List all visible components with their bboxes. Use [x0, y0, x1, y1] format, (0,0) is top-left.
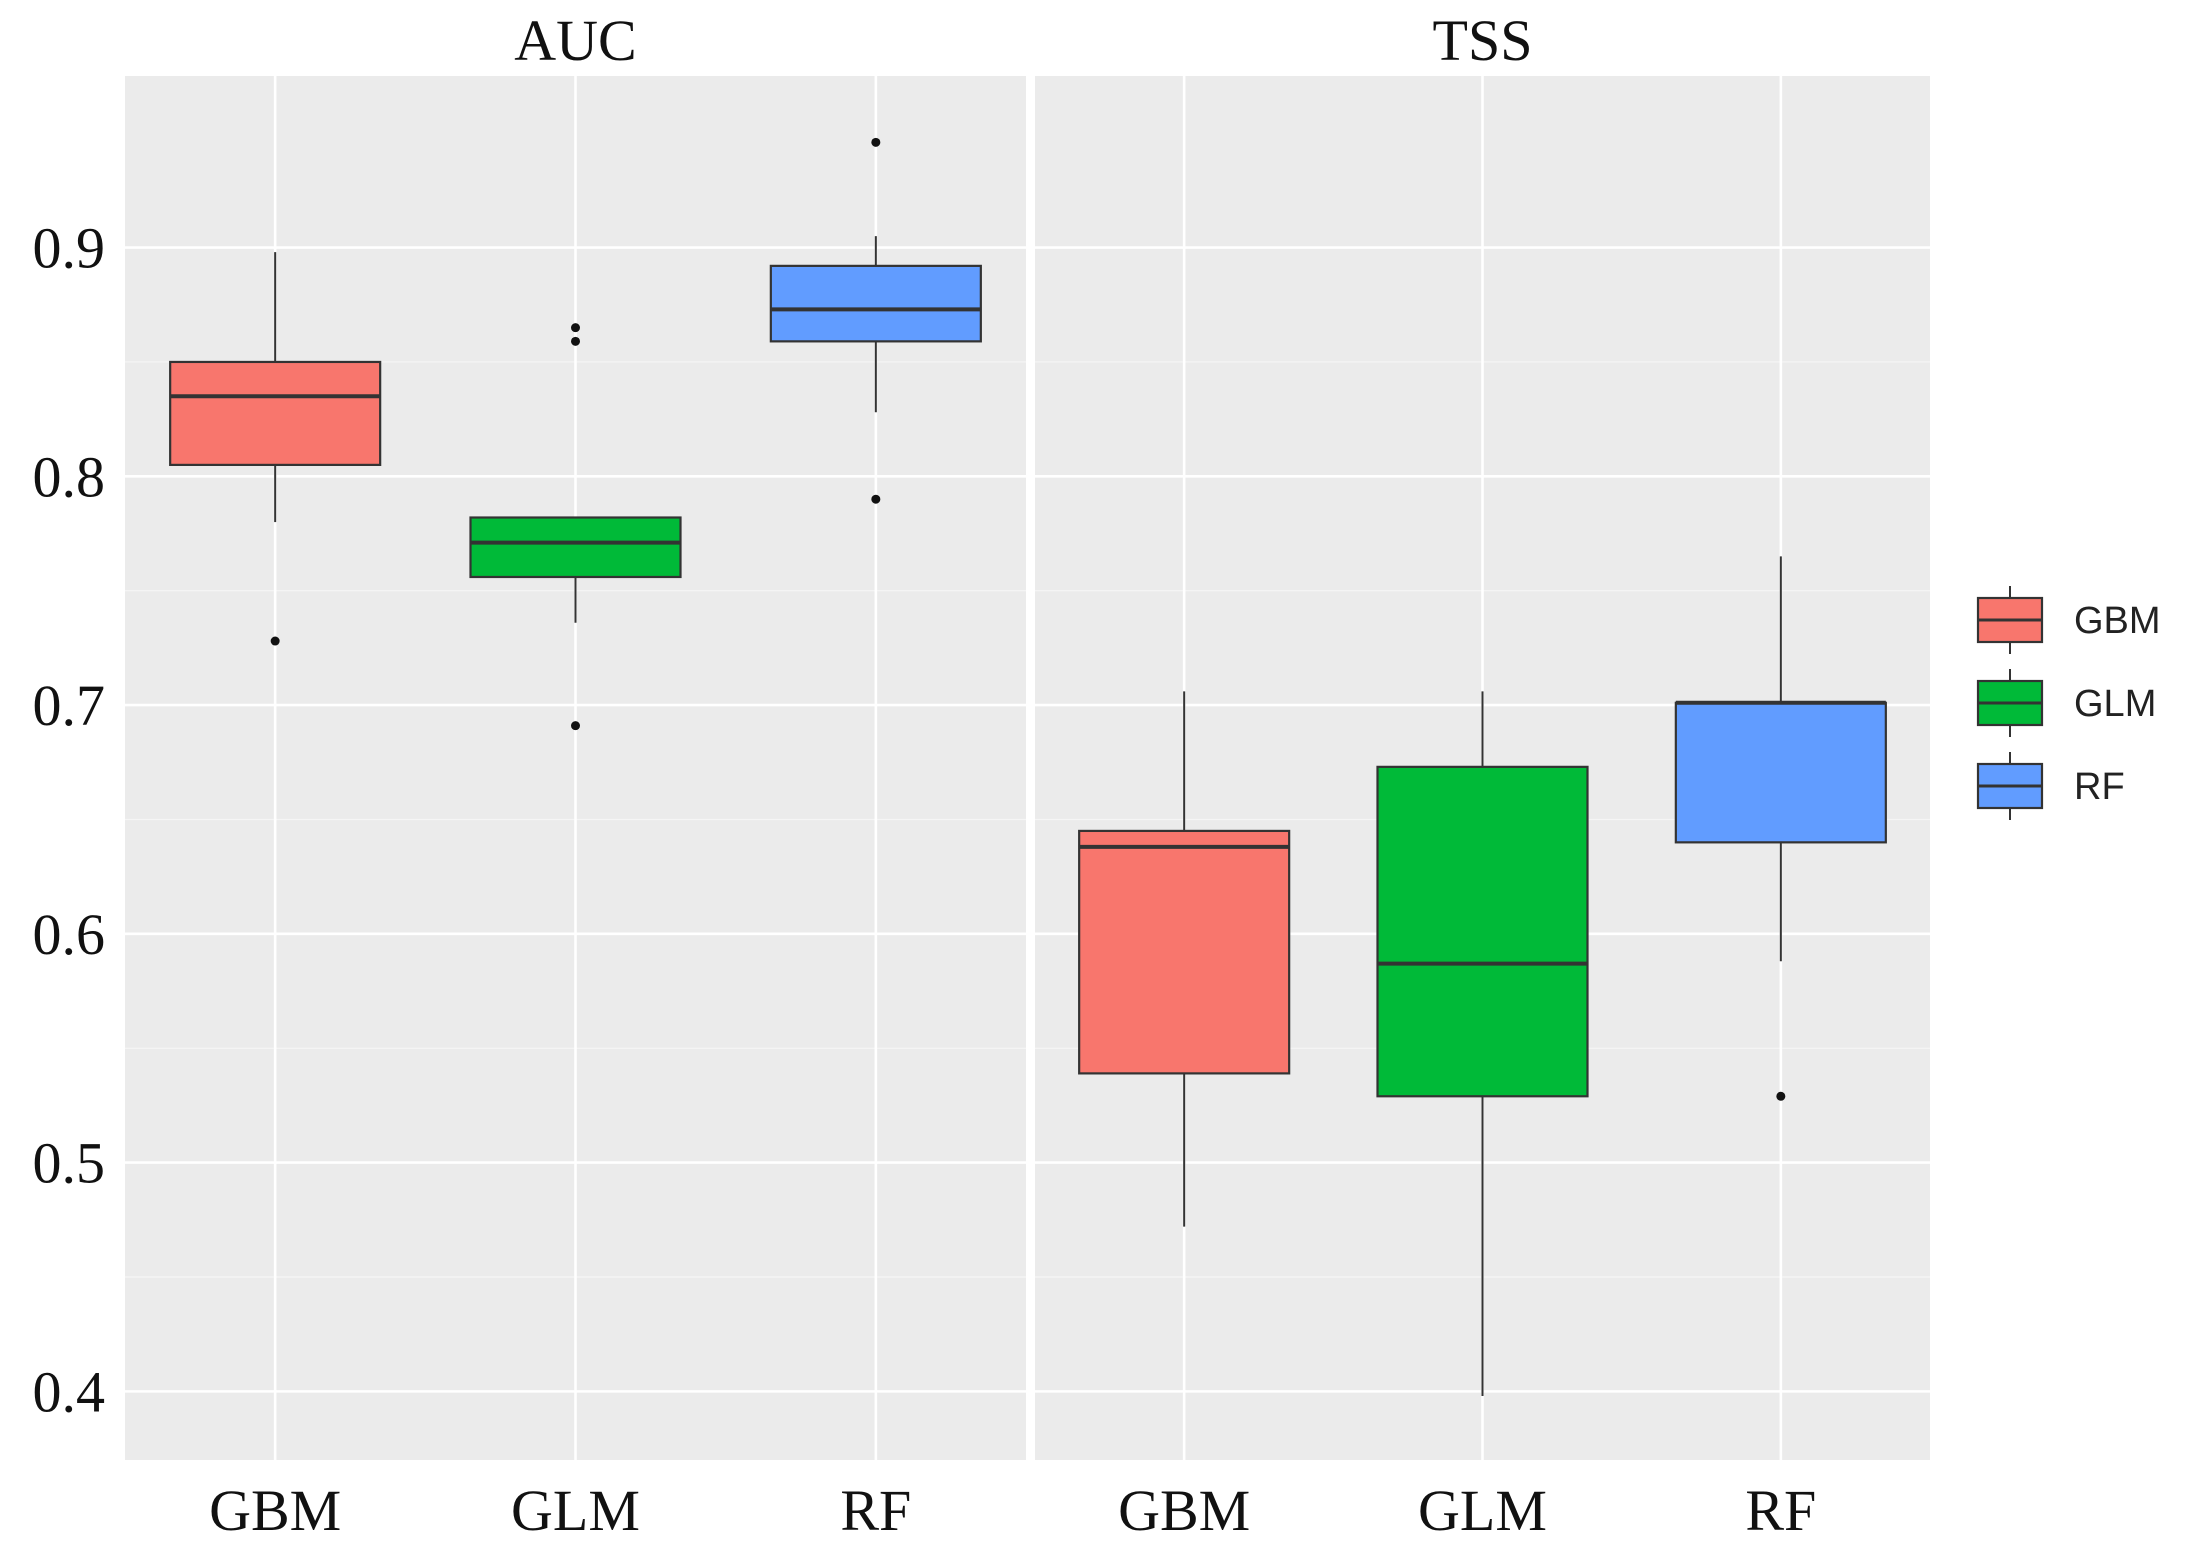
x-tick-label: GLM [511, 1478, 640, 1543]
facet-panel-auc: AUC GBM GLM RF [125, 8, 1026, 1543]
iqr-box [769, 264, 982, 343]
outlier-point [571, 336, 580, 346]
iqr-box [1376, 765, 1589, 1098]
box-tss-gbm [1078, 691, 1291, 1227]
legend-item-glm: GLM [1976, 669, 2156, 737]
legend-label: GLM [2074, 683, 2156, 725]
y-tick-label: 0.5 [33, 1131, 106, 1196]
legend-label: GBM [2074, 600, 2161, 642]
box-auc-glm [469, 323, 682, 731]
legend-item-gbm: GBM [1976, 586, 2161, 654]
iqr-box [469, 516, 682, 579]
y-tick-label: 0.7 [33, 673, 106, 738]
x-tick-label: RF [840, 1478, 911, 1543]
y-axis: 0.4 0.5 0.6 0.7 0.8 0.9 [33, 216, 106, 1425]
facet-title-auc: AUC [514, 8, 636, 73]
outlier-point [571, 721, 580, 731]
outlier-point [871, 494, 881, 504]
outlier-point [571, 323, 580, 333]
box-auc-rf [769, 137, 982, 504]
facet-title-tss: TSS [1433, 8, 1533, 73]
x-tick-label: GBM [1118, 1478, 1250, 1543]
legend-item-rf: RF [1976, 752, 2125, 820]
facet-panel-tss: TSS GBM GLM RF [1035, 8, 1930, 1543]
box-tss-rf [1674, 556, 1887, 1101]
x-tick-label: GLM [1418, 1478, 1547, 1543]
legend: GBM GLM RF [1976, 586, 2161, 820]
iqr-box [169, 360, 382, 466]
facet-panels: AUC GBM GLM RF TSS GBM GLM RF [125, 8, 1930, 1543]
y-tick-label: 0.8 [33, 444, 106, 509]
iqr-box [1674, 701, 1887, 844]
outlier-point [270, 636, 280, 646]
outlier-point [871, 137, 881, 147]
legend-label: RF [2074, 766, 2125, 808]
y-tick-label: 0.4 [33, 1359, 106, 1424]
box-auc-gbm [169, 252, 382, 646]
x-tick-label: GBM [209, 1478, 341, 1543]
x-tick-label: RF [1745, 1478, 1816, 1543]
y-tick-label: 0.9 [33, 216, 106, 281]
y-tick-label: 0.6 [33, 902, 106, 967]
iqr-box [1078, 829, 1291, 1075]
box-tss-glm [1376, 691, 1589, 1396]
outlier-point [1776, 1091, 1786, 1101]
